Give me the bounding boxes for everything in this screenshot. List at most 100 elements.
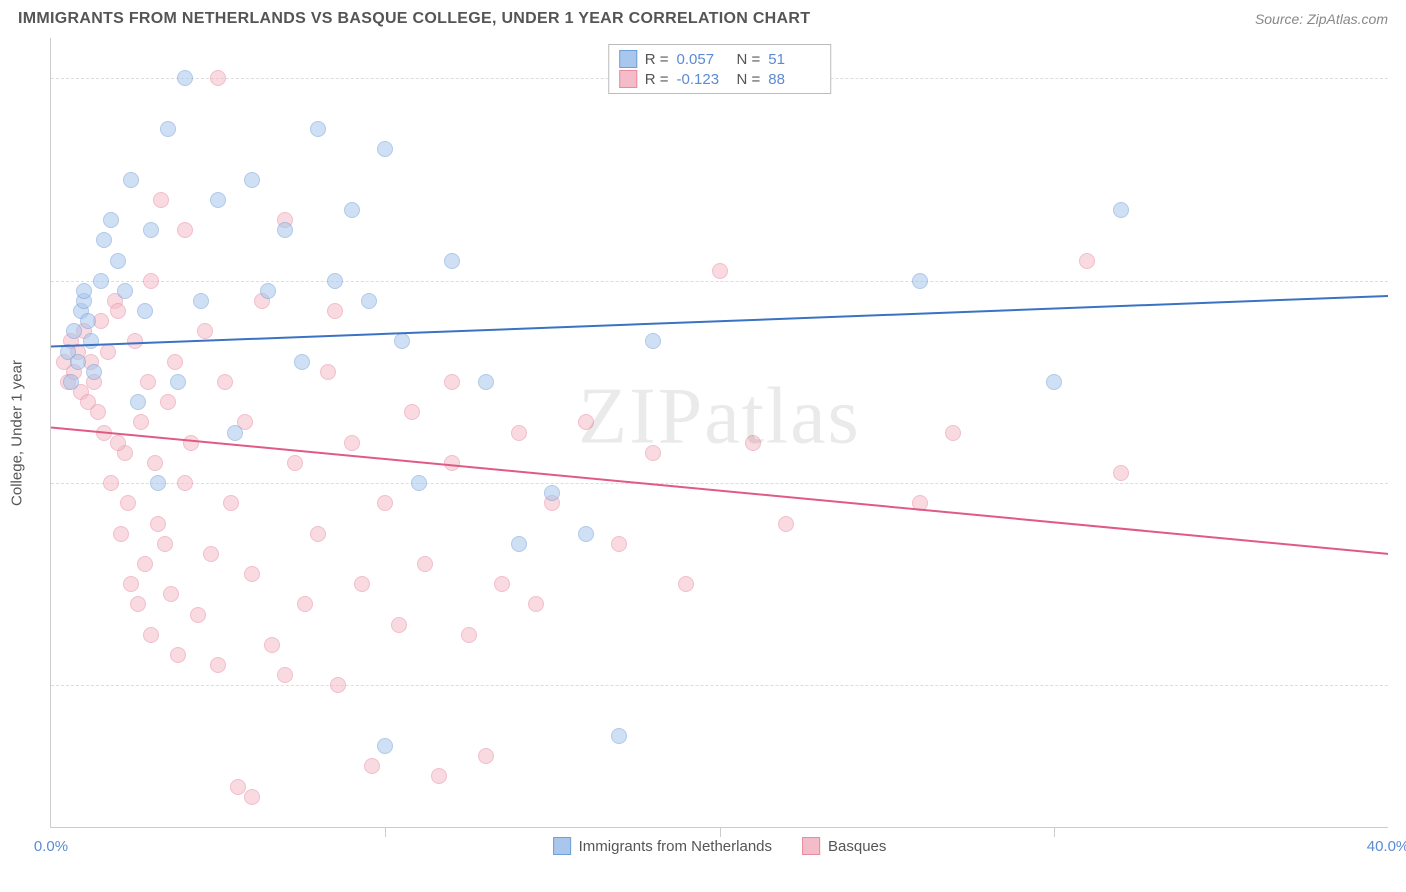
scatter-point-basques: [167, 354, 183, 370]
scatter-point-netherlands: [260, 283, 276, 299]
scatter-point-netherlands: [86, 364, 102, 380]
gridline-h: [51, 685, 1388, 686]
scatter-point-basques: [645, 445, 661, 461]
scatter-point-basques: [143, 627, 159, 643]
scatter-point-netherlands: [96, 232, 112, 248]
n-label: N =: [737, 71, 761, 88]
scatter-point-netherlands: [377, 141, 393, 157]
scatter-point-basques: [1079, 253, 1095, 269]
scatter-point-basques: [511, 425, 527, 441]
scatter-point-netherlands: [210, 192, 226, 208]
scatter-point-basques: [417, 556, 433, 572]
series-legend: Immigrants from Netherlands Basques: [553, 837, 887, 855]
legend-label-netherlands: Immigrants from Netherlands: [579, 838, 772, 855]
scatter-point-netherlands: [361, 293, 377, 309]
legend-item-netherlands: Immigrants from Netherlands: [553, 837, 772, 855]
scatter-point-basques: [310, 526, 326, 542]
scatter-point-basques: [945, 425, 961, 441]
gridline-h: [51, 281, 1388, 282]
scatter-point-netherlands: [66, 323, 82, 339]
x-tick-label: 0.0%: [34, 838, 68, 855]
scatter-point-netherlands: [70, 354, 86, 370]
scatter-point-basques: [197, 323, 213, 339]
r-label: R =: [645, 51, 669, 68]
swatch-netherlands: [619, 50, 637, 68]
scatter-point-netherlands: [244, 172, 260, 188]
scatter-point-basques: [264, 637, 280, 653]
scatter-point-basques: [153, 192, 169, 208]
scatter-point-basques: [100, 344, 116, 360]
scatter-point-basques: [320, 364, 336, 380]
source-attribution: Source: ZipAtlas.com: [1255, 11, 1388, 27]
scatter-point-basques: [611, 536, 627, 552]
scatter-point-netherlands: [478, 374, 494, 390]
source-link[interactable]: ZipAtlas.com: [1307, 11, 1388, 27]
scatter-point-basques: [110, 303, 126, 319]
scatter-point-netherlands: [411, 475, 427, 491]
n-value-basques: 88: [768, 71, 820, 88]
scatter-point-basques: [528, 596, 544, 612]
scatter-point-netherlands: [137, 303, 153, 319]
scatter-point-basques: [344, 435, 360, 451]
scatter-point-basques: [90, 404, 106, 420]
scatter-point-netherlands: [117, 283, 133, 299]
chart-title: IMMIGRANTS FROM NETHERLANDS VS BASQUE CO…: [18, 10, 810, 28]
source-prefix: Source:: [1255, 11, 1307, 27]
scatter-point-netherlands: [193, 293, 209, 309]
scatter-point-basques: [444, 455, 460, 471]
scatter-point-netherlands: [444, 253, 460, 269]
scatter-point-basques: [210, 657, 226, 673]
scatter-point-basques: [130, 596, 146, 612]
scatter-point-basques: [190, 607, 206, 623]
scatter-point-basques: [160, 394, 176, 410]
scatter-point-basques: [461, 627, 477, 643]
scatter-point-netherlands: [578, 526, 594, 542]
scatter-point-basques: [330, 677, 346, 693]
scatter-point-netherlands: [294, 354, 310, 370]
scatter-point-netherlands: [80, 313, 96, 329]
scatter-point-basques: [1113, 465, 1129, 481]
scatter-point-basques: [327, 303, 343, 319]
scatter-point-basques: [364, 758, 380, 774]
scatter-point-basques: [377, 495, 393, 511]
scatter-point-basques: [137, 556, 153, 572]
scatter-point-basques: [163, 586, 179, 602]
scatter-point-basques: [147, 455, 163, 471]
scatter-point-netherlands: [227, 425, 243, 441]
scatter-point-basques: [103, 475, 119, 491]
scatter-point-basques: [157, 536, 173, 552]
scatter-point-netherlands: [76, 283, 92, 299]
y-tick-label: 100.0%: [1398, 70, 1406, 87]
scatter-point-netherlands: [83, 333, 99, 349]
scatter-point-basques: [912, 495, 928, 511]
scatter-point-basques: [143, 273, 159, 289]
stats-row-netherlands: R = 0.057 N = 51: [619, 49, 821, 69]
scatter-point-basques: [431, 768, 447, 784]
x-tick: [1054, 827, 1055, 837]
scatter-point-netherlands: [645, 333, 661, 349]
scatter-point-basques: [110, 435, 126, 451]
scatter-point-netherlands: [177, 70, 193, 86]
n-label: N =: [737, 51, 761, 68]
scatter-point-netherlands: [912, 273, 928, 289]
scatter-point-netherlands: [377, 738, 393, 754]
scatter-point-netherlands: [110, 253, 126, 269]
scatter-point-basques: [494, 576, 510, 592]
scatter-point-netherlands: [511, 536, 527, 552]
scatter-point-basques: [223, 495, 239, 511]
scatter-point-netherlands: [63, 374, 79, 390]
scatter-point-netherlands: [130, 394, 146, 410]
r-value-netherlands: 0.057: [677, 51, 729, 68]
scatter-point-basques: [745, 435, 761, 451]
stats-legend: R = 0.057 N = 51 R = -0.123 N = 88: [608, 44, 832, 94]
scatter-point-netherlands: [1113, 202, 1129, 218]
scatter-point-netherlands: [170, 374, 186, 390]
y-axis-label: College, Under 1 year: [9, 360, 26, 506]
scatter-point-basques: [217, 374, 233, 390]
scatter-point-netherlands: [611, 728, 627, 744]
scatter-point-basques: [177, 222, 193, 238]
r-label: R =: [645, 71, 669, 88]
scatter-point-netherlands: [1046, 374, 1062, 390]
y-tick-label: 60.0%: [1398, 475, 1406, 492]
scatter-point-basques: [712, 263, 728, 279]
